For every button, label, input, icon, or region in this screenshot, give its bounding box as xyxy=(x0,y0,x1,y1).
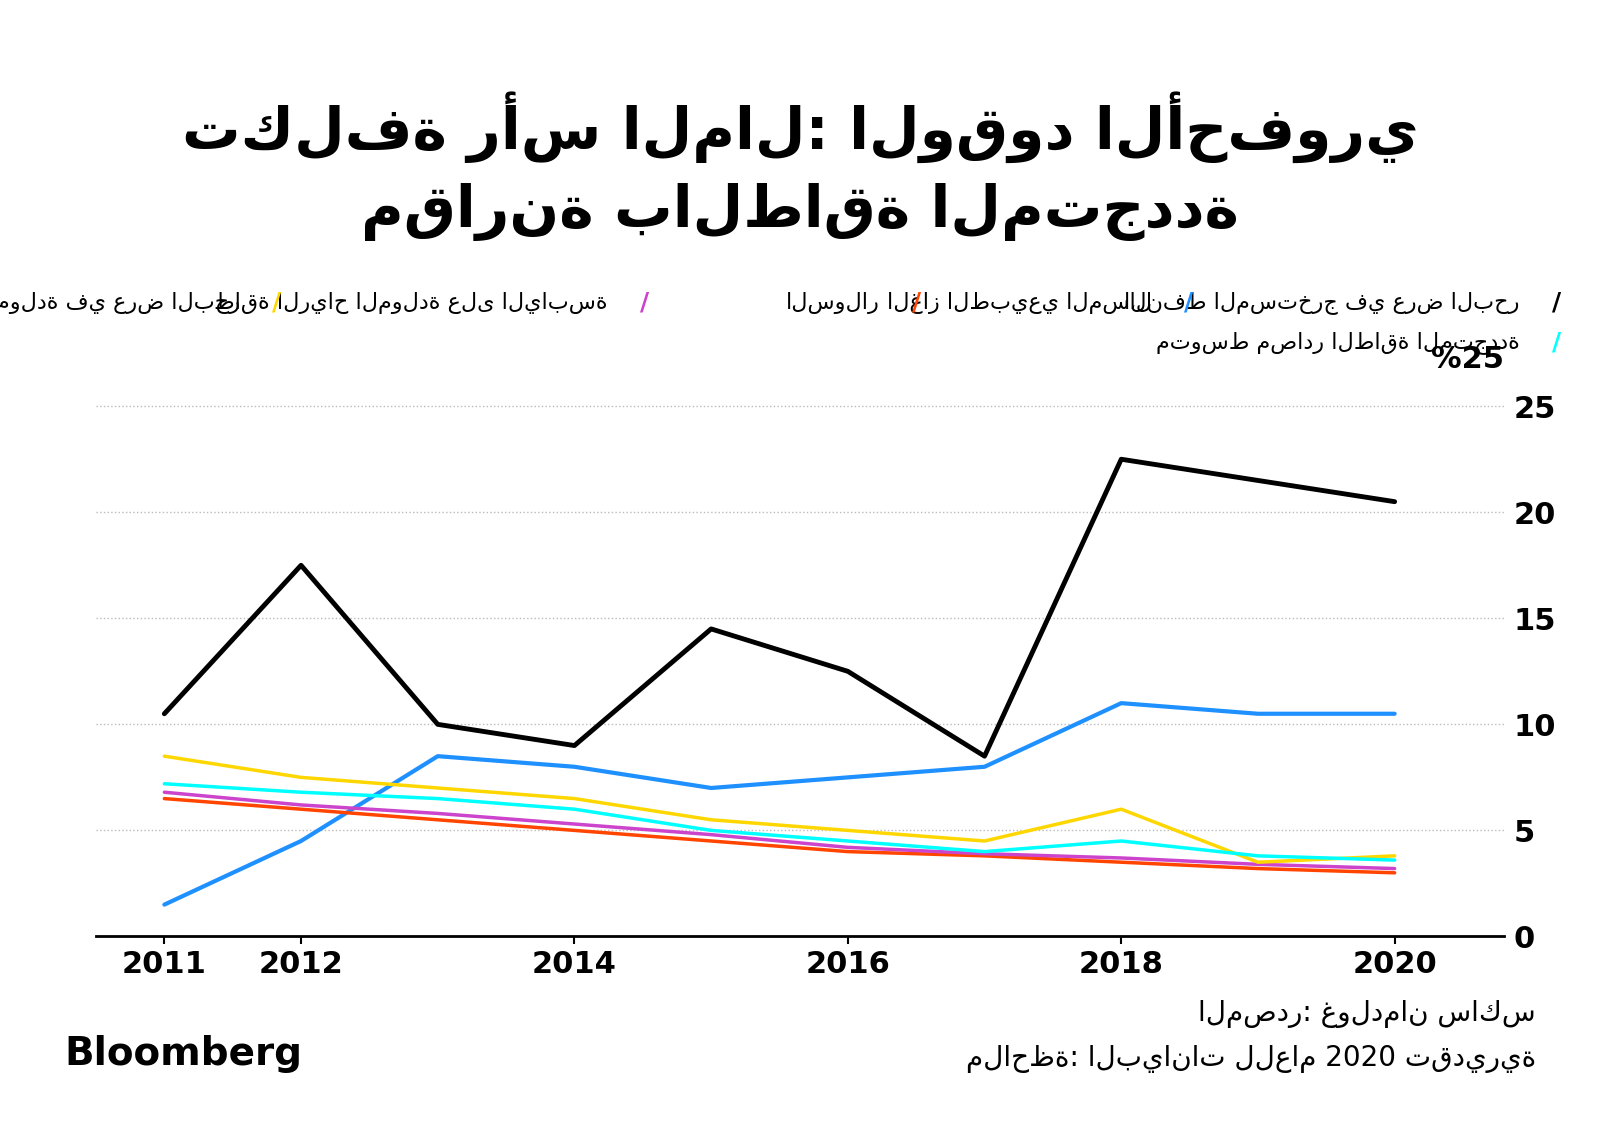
Text: تكلفة رأس المال: الوقود الأحفوري: تكلفة رأس المال: الوقود الأحفوري xyxy=(182,91,1418,163)
Text: المصدر: غولدمان ساكس: المصدر: غولدمان ساكس xyxy=(1198,999,1536,1028)
Text: متوسط مصادر الطاقة المتجددة: متوسط مصادر الطاقة المتجددة xyxy=(1157,331,1520,354)
Text: /: / xyxy=(1552,330,1562,355)
Text: السولار: السولار xyxy=(786,291,880,314)
Text: Bloomberg: Bloomberg xyxy=(64,1036,302,1073)
Text: /: / xyxy=(272,290,282,315)
Text: مقارنة بالطاقة المتجددة: مقارنة بالطاقة المتجددة xyxy=(362,183,1238,241)
Text: /: / xyxy=(640,290,650,315)
Text: طاقة الرياح المولدة على اليابسة: طاقة الرياح المولدة على اليابسة xyxy=(214,291,608,314)
Text: طاقة الرياح المولدة في عرض البحر: طاقة الرياح المولدة في عرض البحر xyxy=(0,291,240,314)
Text: /: / xyxy=(912,290,922,315)
Text: الغاز الطبيعي المسال: الغاز الطبيعي المسال xyxy=(886,291,1152,314)
Text: %25: %25 xyxy=(1430,345,1504,375)
Text: النفط المستخرج في عرض البحر: النفط المستخرج في عرض البحر xyxy=(1125,291,1520,314)
Text: /: / xyxy=(1184,290,1194,315)
Text: ملاحظة: البيانات للعام 2020 تقديرية: ملاحظة: البيانات للعام 2020 تقديرية xyxy=(966,1045,1536,1073)
Text: /: / xyxy=(1552,290,1562,315)
